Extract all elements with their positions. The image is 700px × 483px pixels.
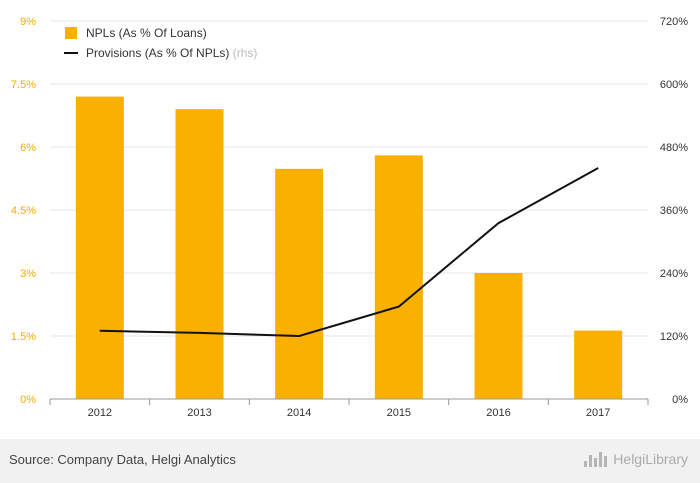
right-tick-label: 240%: [660, 268, 688, 280]
x-axis: 2012 2013 2014 2015 2016 2017: [49, 398, 649, 419]
x-tick-label: 2016: [486, 407, 510, 419]
right-tick-label: 360%: [660, 205, 688, 217]
x-tick-label: 2015: [387, 407, 411, 419]
npl-bar: [275, 168, 324, 399]
right-tick-label: 0%: [672, 394, 688, 406]
x-tick-label: 2013: [187, 407, 211, 419]
left-tick-label: 6%: [20, 142, 36, 154]
left-tick-label: 0%: [20, 394, 36, 406]
npl-bar: [474, 273, 523, 399]
x-tick-label: 2017: [586, 407, 610, 419]
npl-bars: [75, 96, 623, 399]
npl-bar: [574, 330, 623, 399]
legend-label: Provisions (As % Of NPLs) (rhs): [86, 46, 257, 60]
left-tick-label: 9%: [20, 16, 36, 28]
source-note: Source: Company Data, Helgi Analytics: [9, 452, 236, 467]
npl-bar: [75, 96, 124, 399]
right-y-axis: 0% 120% 240% 360% 480% 600% 720%: [660, 16, 688, 406]
right-tick-label: 720%: [660, 16, 688, 28]
footer: Source: Company Data, Helgi Analytics He…: [0, 439, 700, 483]
npl-bar: [374, 155, 423, 399]
chart: 2012 2013 2014 2015 2016 2017 0% 1.5% 3% 4.5% 6% 7…: [11, 16, 688, 419]
legend-label: NPLs (As % Of Loans): [86, 26, 207, 40]
x-tick-label: 2014: [287, 407, 311, 419]
brand-logo: HelgiLibrary: [584, 451, 688, 467]
brand-name: HelgiLibrary: [613, 451, 688, 467]
left-tick-label: 4.5%: [11, 205, 36, 217]
right-tick-label: 480%: [660, 142, 688, 154]
npl-bar: [175, 109, 224, 399]
left-y-axis: 0% 1.5% 3% 4.5% 6% 7.5% 9%: [11, 16, 36, 406]
provisions-line: [99, 167, 599, 338]
right-tick-label: 120%: [660, 331, 688, 343]
left-tick-label: 3%: [20, 268, 36, 280]
x-tick-label: 2012: [88, 407, 112, 419]
right-tick-label: 600%: [660, 79, 688, 91]
left-tick-label: 7.5%: [11, 79, 36, 91]
gridlines: [50, 20, 648, 337]
legend-swatch-npl: [65, 27, 77, 39]
left-tick-label: 1.5%: [11, 331, 36, 343]
brand-icon: [584, 451, 608, 467]
legend: NPLs (As % Of Loans) Provisions (As % Of …: [64, 26, 257, 60]
